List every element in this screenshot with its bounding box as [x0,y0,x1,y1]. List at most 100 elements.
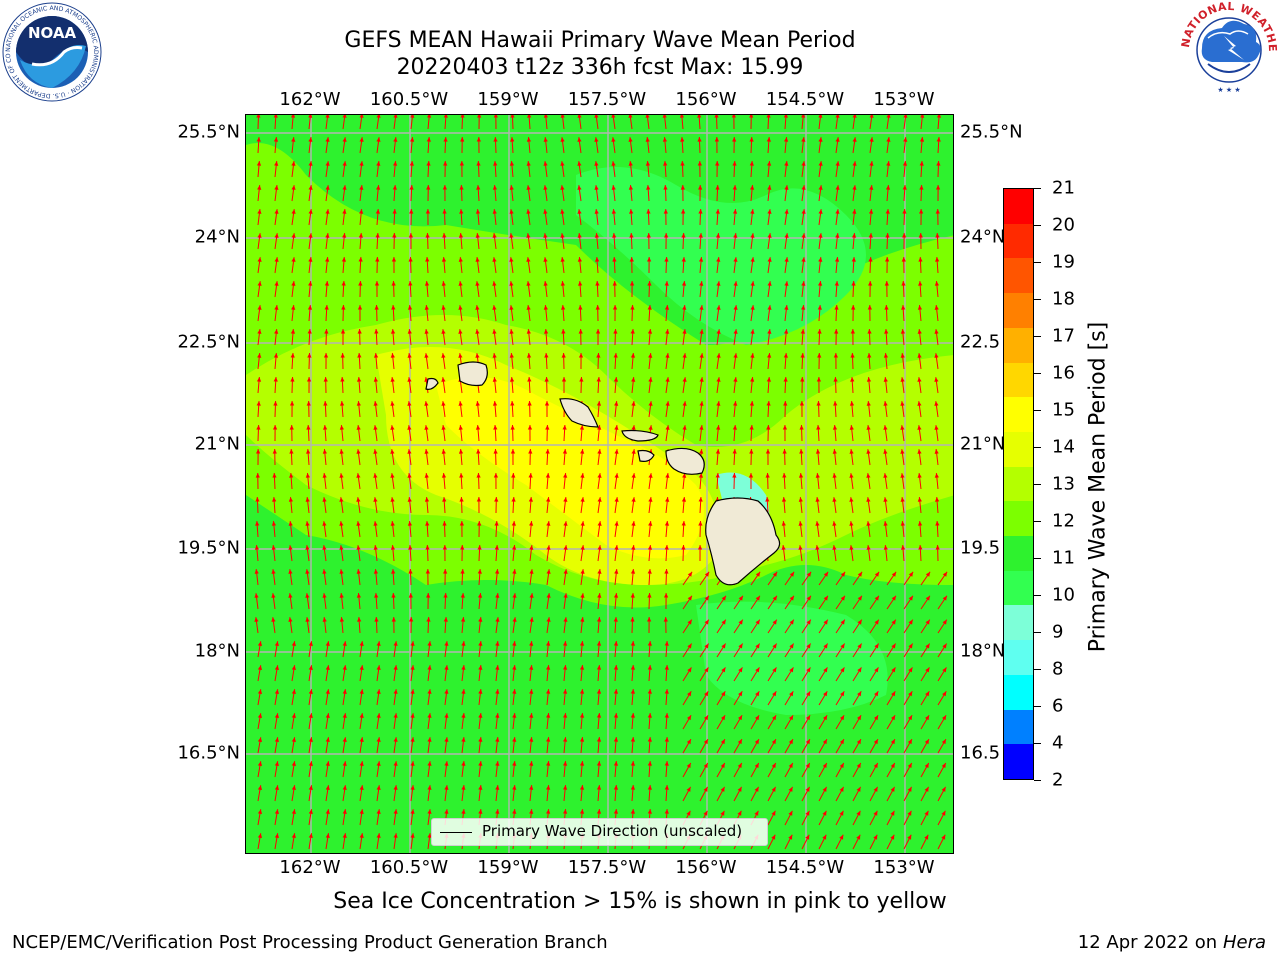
wave-arrow-head [308,809,313,815]
wave-arrow-head [936,115,942,118]
wave-arrow-head [934,305,939,310]
wave-arrow-head [441,305,446,310]
wave-arrow-head [546,665,551,670]
wave-arrow-head [783,401,788,406]
wave-arrow-head [901,281,906,286]
wave-arrow-head [476,137,481,142]
wave-arrow-head [546,809,551,814]
wave-arrow-head [755,643,760,649]
wave-arrow-head [290,377,295,382]
wave-arrow-head [373,473,378,478]
wave-arrow-head [256,401,261,406]
wave-arrow-head [839,715,845,721]
wave-arrow-head [323,377,328,382]
map-panel[interactable] [245,114,954,854]
wave-arrow-head [546,497,551,502]
wave-arrow-head [425,569,430,574]
wave-arrow-head [935,209,940,214]
wave-arrow-head [492,209,497,214]
wave-arrow-head [594,115,599,118]
wave-arrow-head [257,305,262,310]
wave-arrow-head [883,401,888,406]
wave-arrow-head [460,545,465,550]
wave-arrow-head [443,569,448,574]
wave-arrow-head [291,209,296,214]
wave-arrow-head [509,161,515,166]
wave-arrow-head [324,281,330,286]
wave-arrow-head [577,115,582,118]
wave-arrow-head [526,281,531,286]
wave-arrow-head [738,595,743,601]
wave-arrow-head [720,810,725,816]
wave-arrow-head [325,209,330,214]
wave-arrow-head [460,569,465,574]
wave-arrow-head [663,593,669,598]
wave-arrow-head [822,786,827,792]
wave-arrow-head [628,161,633,166]
wave-arrow-head [806,691,811,697]
field-period-15-16 [436,377,704,559]
wave-arrow-head [800,305,806,310]
wave-arrow-head [325,785,330,790]
wave-arrow-head [750,329,755,334]
wave-arrow-head [733,257,738,262]
wave-arrow-head [390,521,395,526]
wave-arrow-head [359,665,364,670]
wave-arrow-head [754,739,759,745]
wave-arrow-head [289,425,294,430]
wave-arrow-head [458,305,463,310]
wave-arrow-head [357,305,363,310]
wave-arrow-head [925,667,930,673]
wave-arrow-head [373,569,379,574]
wave-arrow-head [631,473,636,478]
wave-arrow-head [681,281,687,286]
wave-arrow-head [477,593,483,598]
wave-arrow-head [256,137,261,142]
wave-arrow-head [596,665,602,670]
wave-arrow-head [767,353,772,358]
wave-arrow-head [630,761,636,766]
wave-arrow-head [274,233,279,238]
wave-arrow-head [721,595,726,601]
wave-arrow-head [681,545,686,550]
wave-arrow-head [822,762,827,768]
graticule [246,115,953,853]
wave-arrow-head [461,641,466,646]
wave-arrow-head [288,497,294,502]
wave-arrow-head [322,521,327,526]
wave-arrow-head [597,521,602,526]
wave-arrow-head [271,545,276,550]
wave-arrow-head [834,305,839,310]
wave-arrow-head [596,401,602,406]
wave-arrow-head [613,641,619,646]
wave-arrow-head [781,497,787,502]
colorbar-segment [1004,466,1033,502]
wave-arrow-head [461,737,466,742]
colorbar-tick-label: 14 [1052,436,1075,458]
wave-arrow-head [257,353,262,358]
wave-arrow-head [257,761,263,767]
wave-arrow-head [512,665,517,670]
wave-arrow-head [664,521,670,526]
wave-arrow-head [852,137,857,142]
lat-label-left: 16.5°N [177,742,240,764]
wave-arrow-head [322,449,327,454]
wave-arrow-head [393,713,398,718]
wave-arrow-head [325,233,330,238]
wave-arrow-head [934,281,940,286]
wave-arrow-head [424,497,430,502]
wave-arrow-head [308,641,313,647]
colorbar-tick-label: 20 [1052,214,1075,236]
wave-arrow-head [839,810,844,816]
wave-arrow-head [425,545,430,550]
wave-arrow-head [391,281,396,286]
wave-arrow-head [903,137,908,142]
wave-arrow-head [835,137,840,142]
wave-arrow-head [771,810,776,816]
wave-arrow-head [529,593,534,598]
wave-arrow-head [410,641,415,646]
wave-arrow-head [934,473,939,478]
wave-arrow-head [784,185,789,190]
wave-arrow-head [732,161,737,166]
wave-arrow-head [873,810,878,816]
